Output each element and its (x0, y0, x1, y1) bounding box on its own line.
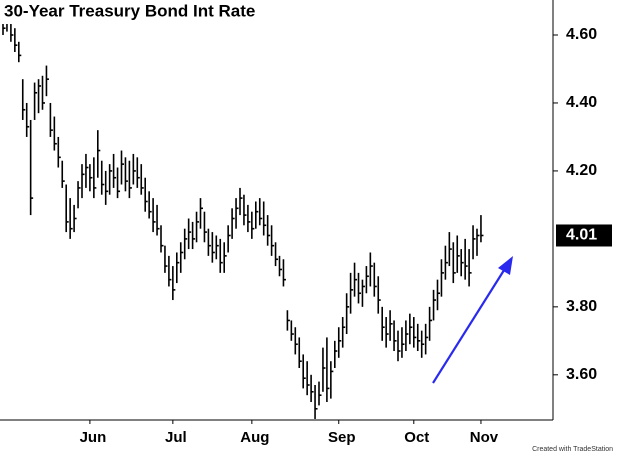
y-tick-label: 4.20 (566, 162, 597, 179)
y-tick-label: 3.60 (566, 366, 597, 383)
last-value-label: 4.01 (566, 227, 597, 244)
x-tick-label: Jun (80, 429, 107, 446)
y-tick-label: 4.60 (566, 26, 597, 43)
trend-arrow (432, 266, 507, 384)
x-tick-label: Oct (404, 429, 429, 446)
chart-title: 30-Year Treasury Bond Int Rate (4, 1, 255, 20)
x-tick-label: Jul (165, 429, 187, 446)
bars (2, 11, 484, 419)
x-tick-label: Nov (470, 429, 499, 446)
x-tick-label: Sep (328, 429, 356, 446)
y-tick-label: 3.80 (566, 298, 597, 315)
trend-arrow-head (498, 256, 513, 275)
x-tick-label: Aug (240, 429, 269, 446)
last-value-box (556, 224, 612, 247)
title-background (0, 0, 282, 24)
y-tick-label: 4.40 (566, 94, 597, 111)
footer-note: Created with TradeStation (532, 446, 613, 453)
